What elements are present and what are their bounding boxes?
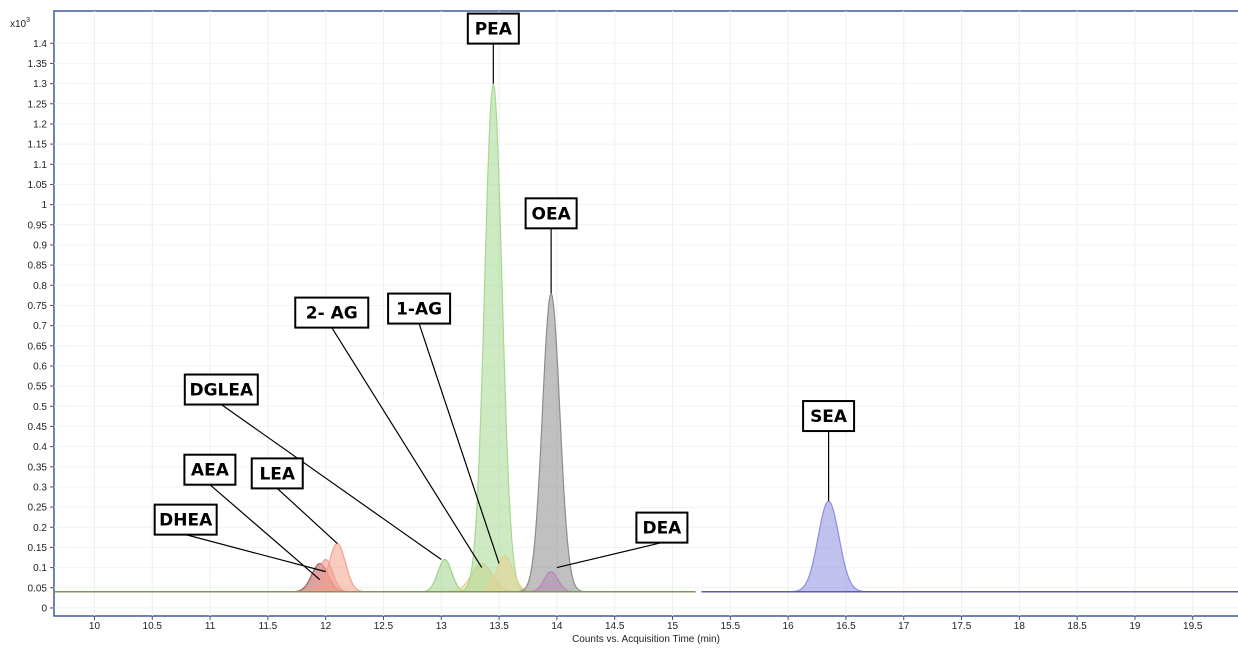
y-tick-label: 0.7: [33, 321, 47, 332]
x-tick-label: 13.5: [489, 621, 509, 632]
x-tick-label: 16.5: [836, 621, 856, 632]
label-text-dea: DEA: [642, 519, 682, 539]
label-leader-lea: [276, 487, 338, 544]
label-text-oea: OEA: [532, 204, 572, 224]
y-tick-label: 0.2: [33, 523, 47, 534]
label-text-lea: LEA: [259, 464, 295, 484]
y-multiplier-text: x10: [10, 19, 27, 30]
y-tick-label: 0.45: [28, 422, 48, 433]
label-box-lea: [250, 457, 304, 490]
axes: x103 Counts vs. Acquisition Time (min) 1…: [10, 17, 1203, 645]
label-box-dhea: [153, 503, 218, 536]
y-tick-label: 0: [41, 603, 47, 614]
label-text-dglea: DGLEA: [189, 381, 254, 401]
x-tick-label: 10.5: [143, 621, 163, 632]
x-tick-label: 12.5: [374, 621, 394, 632]
y-tick-label: 1.1: [33, 160, 47, 171]
x-tick-label: 15.5: [721, 621, 741, 632]
peak-sea: [786, 500, 871, 593]
x-tick-label: 11.5: [259, 621, 278, 632]
y-tick-label: 1.3: [33, 79, 47, 90]
label-text-dhea: DHEA: [159, 511, 213, 531]
label-leader-dea: [556, 542, 663, 569]
label-leader-aea: [209, 484, 321, 581]
label-box-dea: [635, 511, 689, 544]
x-tick-label: 14: [551, 621, 563, 632]
x-tick-label: 16: [783, 621, 795, 632]
y-tick-label: 1.35: [28, 59, 48, 70]
label-box-1-ag: [387, 292, 452, 325]
label-box-aea: [183, 453, 237, 486]
x-tick-label: 12: [320, 621, 332, 632]
grid: [54, 11, 1238, 616]
peak-labels: PEA OEA 2- AG 1-AG DGLEA AEA LEA DHEA DEA SEA: [153, 12, 856, 581]
x-tick-label: 14.5: [605, 621, 625, 632]
peak-oea: [515, 291, 587, 593]
label-leader-dhea: [185, 534, 326, 573]
y-tick-label: 0.25: [28, 503, 48, 514]
x-tick-label: 17: [898, 621, 910, 632]
y-tick-label: 0.8: [33, 281, 47, 292]
label-box-2-ag: [294, 296, 370, 329]
x-tick-label: 18.5: [1067, 621, 1087, 632]
x-tick-label: 15: [667, 621, 679, 632]
label-text-aea: AEA: [191, 461, 230, 481]
label-box-sea: [802, 400, 856, 433]
label-box-dglea: [183, 373, 259, 406]
y-tick-label: 0.6: [33, 361, 47, 372]
x-axis-title: Counts vs. Acquisition Time (min): [572, 634, 720, 645]
x-tick-label: 11: [205, 621, 216, 632]
y-tick-label: 0.1: [33, 563, 47, 574]
y-tick-label: 1.2: [33, 119, 47, 130]
y-tick-label: 1.05: [28, 180, 48, 191]
label-leader-dglea: [220, 404, 442, 561]
y-tick-label: 0.85: [28, 261, 48, 272]
label-leader-2-ag: [331, 327, 483, 568]
x-tick-label: 18: [1014, 621, 1026, 632]
y-tick-label: 0.65: [28, 341, 48, 352]
y-tick-label: 0.95: [28, 220, 48, 231]
x-tick-label: 10: [89, 621, 101, 632]
x-tick-label: 13: [436, 621, 448, 632]
y-tick-label: 0.55: [28, 382, 48, 393]
label-text-sea: SEA: [810, 407, 848, 427]
label-text-1-ag: 1-AG: [396, 300, 442, 320]
y-tick-label: 1: [41, 200, 47, 211]
label-text-pea: PEA: [475, 20, 513, 40]
y-tick-label: 1.25: [28, 99, 48, 110]
label-text-2-ag: 2- AG: [306, 304, 358, 324]
x-tick-label: 17.5: [952, 621, 972, 632]
label-box-oea: [524, 197, 578, 230]
y-exponent-label: x103: [10, 17, 30, 30]
y-tick-label: 0.4: [33, 442, 47, 453]
y-tick-label: 0.3: [33, 482, 47, 493]
y-tick-label: 1.15: [28, 140, 48, 151]
y-tick-label: 0.05: [28, 583, 48, 594]
y-tick-label: 0.9: [33, 240, 47, 251]
y-tick-label: 0.5: [33, 402, 47, 413]
y-tick-label: 0.75: [28, 301, 48, 312]
peaks: [287, 83, 871, 593]
y-tick-label: 0.15: [28, 543, 48, 554]
label-box-pea: [466, 12, 520, 45]
y-exponent-text: 3: [26, 17, 30, 24]
label-leader-1-ag: [418, 323, 500, 564]
peak-lea: [304, 542, 370, 593]
x-tick-label: 19: [1129, 621, 1141, 632]
x-tick-label: 19.5: [1183, 621, 1203, 632]
y-tick-label: 1.4: [33, 39, 47, 50]
y-tick-label: 0.35: [28, 462, 48, 473]
